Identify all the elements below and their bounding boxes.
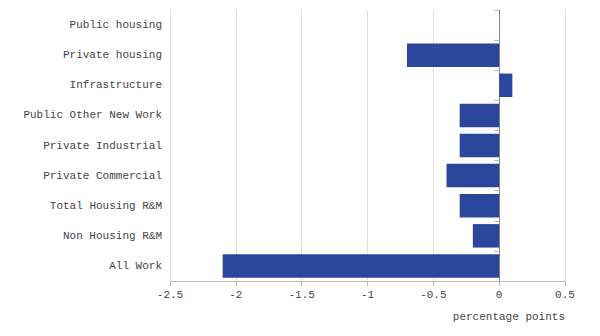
svg-text:-0.5: -0.5 xyxy=(420,289,446,301)
svg-text:Private Industrial: Private Industrial xyxy=(43,140,162,152)
svg-text:Non Housing R&M: Non Housing R&M xyxy=(63,230,162,242)
svg-text:-2: -2 xyxy=(229,289,242,301)
svg-text:Infrastructure: Infrastructure xyxy=(70,79,162,91)
svg-text:-2.5: -2.5 xyxy=(157,289,183,301)
svg-text:Private Commercial: Private Commercial xyxy=(43,170,162,182)
svg-text:Private housing: Private housing xyxy=(63,49,162,61)
svg-text:-1: -1 xyxy=(361,289,375,301)
svg-text:Public housing: Public housing xyxy=(70,19,162,31)
svg-text:0.5: 0.5 xyxy=(555,289,575,301)
svg-text:-1.5: -1.5 xyxy=(288,289,314,301)
svg-text:percentage points: percentage points xyxy=(453,311,565,323)
svg-text:Total Housing R&M: Total Housing R&M xyxy=(50,200,162,212)
svg-text:Public Other New Work: Public Other New Work xyxy=(23,109,162,121)
svg-text:All Work: All Work xyxy=(109,260,162,272)
svg-text:0: 0 xyxy=(496,289,503,301)
